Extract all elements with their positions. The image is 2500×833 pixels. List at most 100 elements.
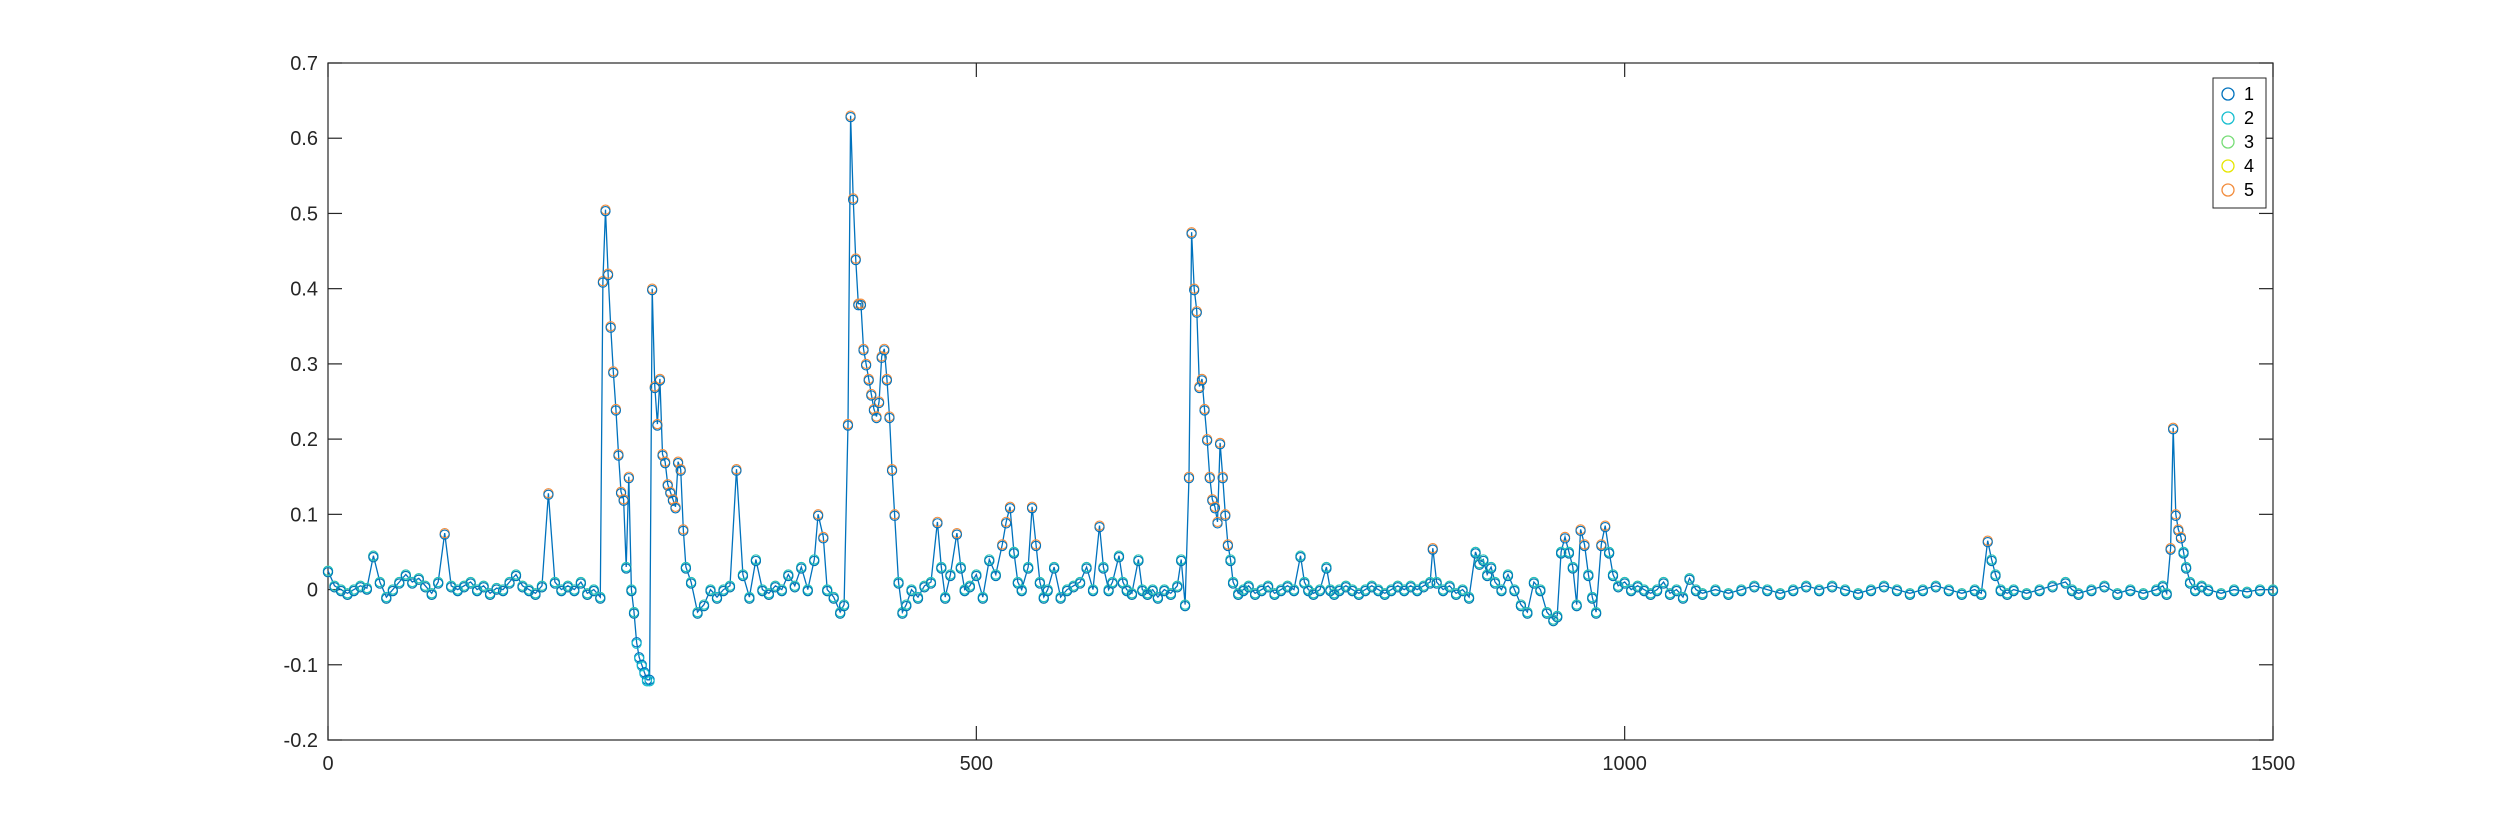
- marker-series-1: [796, 563, 807, 574]
- marker-series-1: [1839, 585, 1851, 597]
- marker-series-1: [2138, 589, 2149, 600]
- marker-series-1: [1425, 578, 1436, 589]
- marker-series-1: [618, 495, 629, 506]
- marker-series-1: [1126, 589, 1138, 600]
- marker-series-1: [1191, 307, 1202, 318]
- marker-series-1: [1238, 585, 1249, 597]
- legend-label-2: 2: [2244, 108, 2254, 128]
- marker-series-1: [789, 582, 800, 593]
- marker-series-1: [1563, 548, 1575, 559]
- marker-series-1: [426, 589, 437, 600]
- marker-series-1: [731, 465, 742, 476]
- marker-series-1: [1026, 503, 1038, 514]
- marker-series-1: [1209, 503, 1221, 514]
- marker-series-1: [871, 412, 882, 424]
- marker-series-1: [621, 563, 632, 574]
- marker-series-1: [1233, 589, 1244, 600]
- marker-series-1: [984, 555, 995, 567]
- marker-series-1: [1930, 582, 1942, 593]
- marker-series-1: [906, 585, 917, 597]
- marker-series-1: [845, 112, 856, 123]
- marker-series-1: [1852, 589, 1864, 600]
- marker-series-1: [1723, 589, 1734, 600]
- marker-series-1: [1749, 582, 1760, 593]
- marker-series-1: [858, 345, 869, 356]
- marker-series-1: [1214, 439, 1226, 450]
- marker-series-1: [1048, 563, 1060, 574]
- marker-series-1: [2099, 582, 2110, 593]
- marker-series-1: [1165, 589, 1176, 600]
- marker-series-1: [678, 525, 689, 537]
- marker-series-1: [1147, 585, 1158, 597]
- marker-series-1: [549, 578, 561, 589]
- marker-series-1: [1607, 570, 1619, 582]
- marker-series-1: [1137, 585, 1148, 597]
- marker-series-2: [631, 638, 642, 649]
- marker-series-1: [652, 420, 663, 431]
- marker-series-1: [1474, 559, 1485, 570]
- series-line-path: [327, 115, 2273, 681]
- marker-series-1: [828, 593, 839, 604]
- series-line: [327, 115, 2273, 681]
- marker-series-1: [812, 510, 824, 521]
- marker-series-1: [1321, 563, 1332, 574]
- marker-series-1: [2112, 589, 2123, 600]
- marker-series-1: [763, 589, 775, 600]
- marker-series-1: [1113, 552, 1125, 563]
- marker-series-1: [1986, 555, 1997, 567]
- marker-series-1: [575, 578, 586, 589]
- legend-marker-1: [2221, 87, 2235, 101]
- marker-series-1: [1243, 582, 1254, 593]
- marker-series-1: [1509, 585, 1520, 597]
- marker-series-1: [1575, 525, 1586, 537]
- marker-series-1: [750, 555, 762, 567]
- marker-series-1: [672, 458, 684, 469]
- marker-series-1: [2173, 525, 2184, 537]
- marker-series-1: [1087, 585, 1099, 597]
- marker-series-1: [698, 600, 710, 612]
- marker-series-1: [2180, 563, 2192, 574]
- marker-series-1: [1199, 405, 1210, 416]
- marker-series-1: [1457, 585, 1468, 597]
- marker-series-1: [964, 582, 975, 593]
- plot-area: [327, 62, 2274, 741]
- marker-series-1: [1697, 589, 1708, 600]
- marker-series-1: [809, 555, 820, 567]
- marker-series-1: [1567, 563, 1578, 574]
- marker-series-1: [959, 585, 970, 597]
- marker-series-1: [855, 300, 867, 311]
- marker-series-1: [1976, 589, 1987, 600]
- marker-series-1: [1207, 495, 1218, 506]
- marker-series-1: [322, 567, 334, 578]
- marker-series-1: [886, 465, 898, 476]
- marker-series-1: [665, 488, 676, 499]
- marker-series-1: [1295, 552, 1306, 563]
- legend-label-1: 1: [2244, 84, 2254, 104]
- marker-series-1: [1522, 608, 1533, 619]
- marker-series-1: [842, 420, 854, 431]
- legend-label-4: 4: [2244, 156, 2254, 176]
- marker-series-1: [822, 585, 833, 597]
- marker-series-1: [667, 495, 679, 506]
- marker-series-1: [1878, 582, 1890, 593]
- marker-series-1: [1288, 585, 1300, 597]
- marker-series-1: [1528, 578, 1540, 589]
- marker-series-1: [1788, 585, 1799, 597]
- marker-series-1: [1710, 585, 1721, 597]
- marker-series-1: [2170, 510, 2181, 521]
- marker-series-1: [1152, 593, 1164, 604]
- data-markers: [322, 110, 2279, 687]
- marker-series-1: [615, 488, 627, 499]
- marker-series-1: [1463, 593, 1475, 604]
- marker-series-1: [893, 578, 904, 589]
- y-tick-label: 0: [307, 580, 318, 602]
- marker-series-1: [1571, 600, 1582, 612]
- marker-series-1: [2203, 585, 2214, 597]
- marker-series-1: [543, 489, 554, 500]
- legend[interactable]: 1 2 3 4 5: [2212, 77, 2267, 209]
- marker-series-1: [1943, 585, 1954, 597]
- marker-series-1: [1600, 521, 1611, 533]
- marker-series-1: [685, 578, 697, 589]
- marker-series-1: [1303, 585, 1314, 597]
- marker-series-1: [1684, 574, 1695, 585]
